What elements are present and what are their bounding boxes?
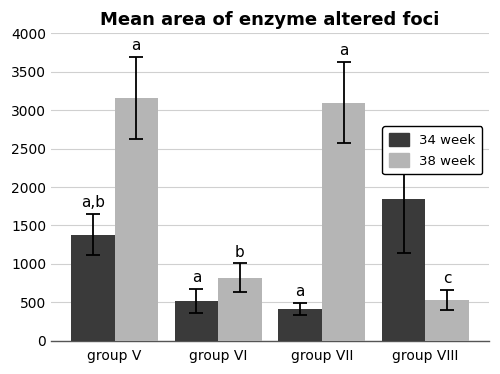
Bar (71, 234, 115, 341)
Bar (382, 199, 426, 341)
Text: c: c (443, 271, 452, 286)
Text: a: a (296, 284, 304, 299)
Text: a: a (192, 270, 201, 285)
Text: a: a (339, 43, 348, 58)
Bar (174, 301, 218, 341)
Text: b: b (235, 245, 245, 260)
Bar (322, 102, 366, 341)
Text: a,b: a,b (81, 195, 105, 210)
Text: a: a (132, 39, 141, 53)
Bar (278, 309, 322, 341)
Text: b: b (399, 127, 408, 142)
Bar (114, 98, 158, 341)
Title: Mean area of enzyme altered foci: Mean area of enzyme altered foci (100, 11, 439, 29)
Bar (426, 300, 469, 341)
Legend: 34 week, 38 week: 34 week, 38 week (382, 126, 482, 174)
Bar (218, 278, 262, 341)
